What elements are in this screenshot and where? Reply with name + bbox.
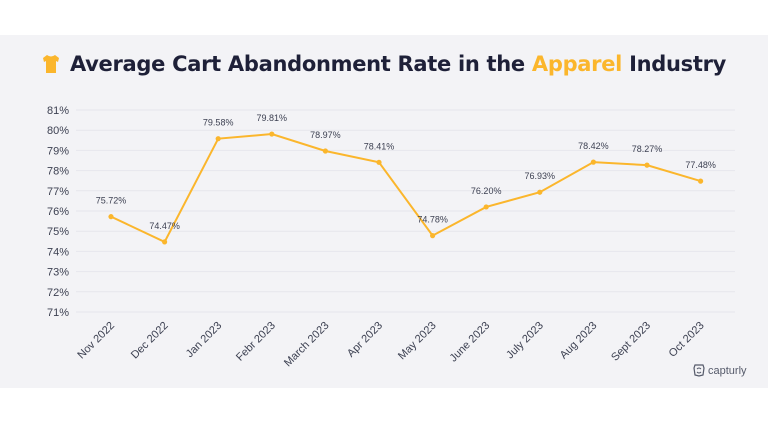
title-highlight: Apparel [531,52,623,76]
capturly-logo-icon [693,364,705,377]
title-suffix: Industry [622,52,727,76]
data-point [590,159,597,165]
y-tick-label: 77% [47,186,69,198]
x-tick-label: Febr 2023 [234,320,278,364]
data-point [376,159,382,165]
x-tick-label: Jan 2023 [184,320,224,360]
brand-logo: capturly [693,364,747,377]
y-tick-label: 81% [47,105,69,117]
data-point [269,131,275,137]
x-tick-label: March 2023 [282,320,332,370]
y-tick-label: 75% [47,226,69,238]
x-tick-label: Dec 2022 [129,320,171,362]
y-tick-label: 76% [47,206,69,218]
data-label: 79.81% [257,113,288,123]
title-text: Average Cart Abandonment Rate in the [69,52,532,76]
x-tick-label: Oct 2023 [667,320,707,360]
data-point [644,162,650,168]
data-label: 76.93% [525,171,556,181]
data-label: 76.20% [471,186,502,196]
data-point [430,233,436,239]
data-point [537,189,543,195]
data-point [108,214,114,220]
tshirt-icon [42,54,60,79]
x-tick-label: Apr 2023 [345,320,385,360]
series-line [110,133,701,244]
y-tick-label: 79% [47,145,69,157]
data-label: 78.42% [578,141,609,151]
data-label: 78.41% [364,141,395,151]
x-tick-label: Nov 2022 [75,320,117,362]
y-tick-label: 74% [47,246,69,258]
data-point [322,148,328,154]
data-point [483,204,489,210]
y-tick-label: 72% [47,287,69,299]
y-tick-label: 73% [47,267,69,279]
y-tick-label: 80% [47,125,69,137]
chart-title: Average Cart Abandonment Rate in the App… [0,52,768,79]
data-point [162,239,168,245]
data-point [215,136,221,142]
x-tick-label: Sept 2023 [609,320,653,364]
data-label: 79.58% [203,118,234,128]
data-point [698,178,704,184]
data-label: 74.78% [417,215,448,225]
data-label: 75.72% [96,196,127,206]
x-tick-label: June 2023 [447,320,492,365]
y-tick-label: 78% [47,166,69,178]
data-label: 78.97% [310,130,341,140]
data-label: 74.47% [149,221,180,231]
x-tick-label: May 2023 [396,320,439,363]
x-tick-label: Aug 2023 [558,320,600,362]
y-tick-label: 71% [47,307,69,319]
data-label: 78.27% [632,144,663,154]
data-label: 77.48% [685,160,716,170]
brand-name: capturly [708,364,747,377]
x-tick-label: July 2023 [504,320,546,362]
